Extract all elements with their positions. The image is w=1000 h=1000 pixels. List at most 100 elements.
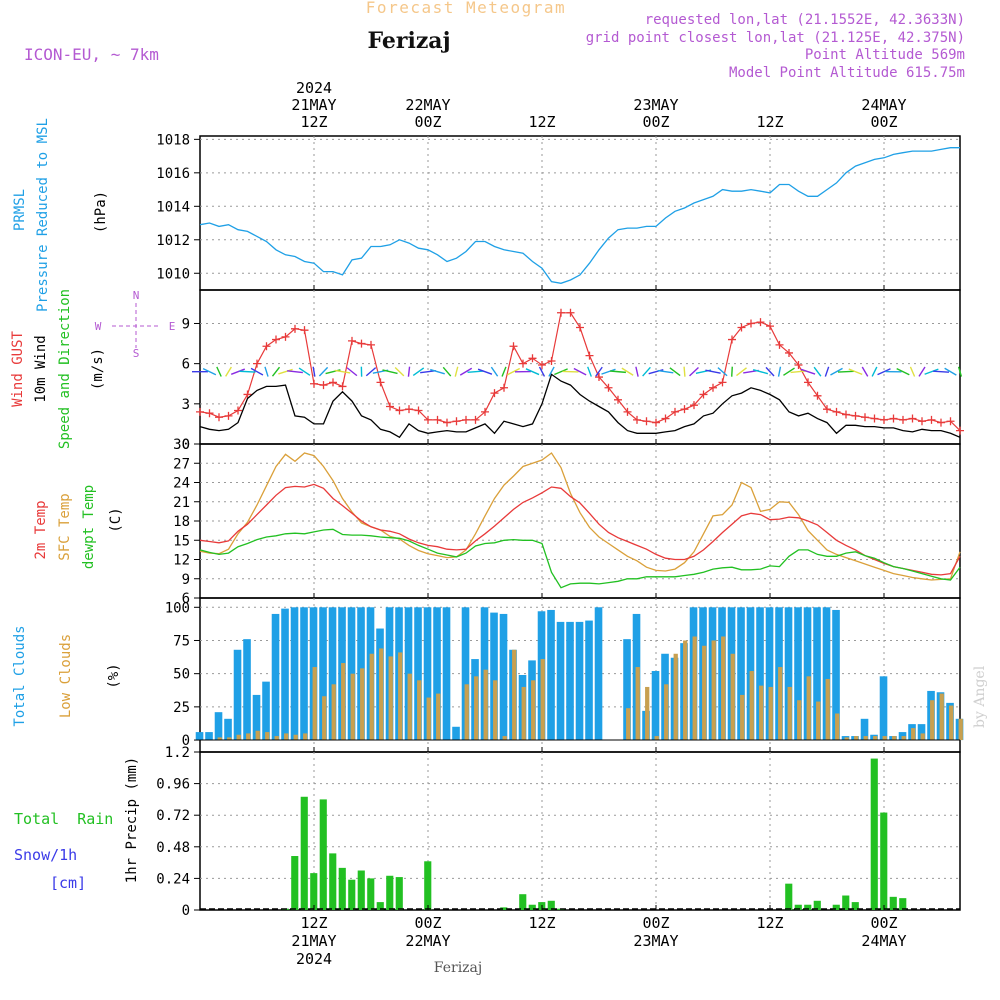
wind-direction-arrow: [717, 367, 728, 377]
wind-direction-arrow: [573, 367, 587, 376]
gust-point: [927, 415, 936, 424]
low-cloud-bar: [265, 732, 270, 741]
wind-unit: (m/s): [90, 348, 106, 390]
low-cloud-bar: [930, 700, 935, 741]
rain-bar: [291, 856, 299, 910]
gust-point: [376, 378, 385, 387]
gust-point: [243, 390, 252, 399]
total-cloud-bar: [423, 607, 432, 741]
wind-direction-arrow: [538, 366, 546, 377]
gust-point: [709, 383, 717, 392]
total-cloud-bar: [794, 607, 802, 741]
y-tick-label-temp: 27: [173, 456, 190, 472]
low-cloud-bar: [806, 676, 811, 741]
total-cloud-bar: [328, 607, 337, 741]
y-tick-label-temp: 15: [173, 533, 190, 549]
gust-point: [348, 336, 356, 345]
gust-point: [937, 418, 945, 427]
low-cloud-bar: [692, 636, 697, 741]
gust-point: [604, 383, 613, 392]
gust-point: [386, 402, 394, 411]
low-cloud-bar: [939, 693, 944, 741]
wind-direction-arrow: [230, 368, 246, 375]
rain-bar: [310, 873, 318, 910]
total-cloud-bar: [575, 621, 584, 741]
low-cloud-bar: [711, 640, 716, 741]
bottom-time-label: 00Z: [870, 914, 897, 932]
gust-point: [785, 348, 793, 357]
footer-location: Ferizaj: [434, 960, 482, 976]
direction-label: Speed and Direction: [57, 289, 73, 449]
gust-point: [956, 426, 964, 435]
gust-point: [547, 356, 556, 365]
wind-direction-arrow: [271, 366, 281, 377]
grid-lines: [200, 136, 960, 910]
wind-direction-arrow: [407, 366, 411, 377]
pressure-label-1: PRMSL: [12, 189, 28, 231]
total-cloud-bar: [566, 621, 574, 741]
low-cloud-bar: [398, 652, 403, 741]
y-tick-label-precip: 0: [182, 903, 190, 919]
low-cloud-bar: [540, 659, 545, 741]
y-tick-label-temp: 30: [173, 437, 190, 453]
total-cloud-bar: [585, 620, 593, 741]
wind-direction-arrow: [824, 366, 830, 377]
wind-direction-arrow: [506, 367, 521, 376]
total-cloud-bar: [490, 612, 498, 741]
gust-point: [595, 373, 603, 382]
total-cloud-bar: [442, 607, 451, 741]
wind-direction-arrow: [287, 370, 303, 374]
bottom-time-label: 12Z: [528, 914, 555, 932]
gust-point: [528, 354, 537, 363]
gust-point: [224, 411, 233, 420]
total-cloud-bar: [433, 607, 441, 741]
gust-point: [253, 359, 261, 368]
rain-bar: [348, 879, 356, 910]
low-cloud-bar: [863, 736, 868, 741]
gust-point: [519, 359, 527, 368]
wind-direction-arrow: [346, 367, 358, 377]
bottom-time-label: 12Z: [300, 914, 327, 932]
wind-direction-arrow: [932, 370, 950, 373]
gust-point: [300, 326, 309, 335]
gust-point: [794, 360, 803, 369]
compass-s: S: [133, 347, 140, 360]
wind-direction-arrow: [318, 366, 329, 377]
total-cloud-bar: [205, 732, 213, 741]
total-cloud-bar: [404, 607, 413, 741]
y-tick-label-pressure: 1014: [156, 199, 190, 215]
wind-direction-arrow: [239, 370, 256, 373]
low-cloud-bar: [787, 686, 792, 741]
low-cloud-bar: [911, 728, 916, 741]
rain-bar: [500, 907, 508, 910]
bottom-time-label: 24MAY: [861, 932, 906, 950]
gust-point: [671, 407, 679, 416]
gust-point: [576, 323, 584, 332]
low-cloud-bar: [407, 673, 412, 741]
low-cloud-bar: [854, 736, 859, 741]
total-cloud-bar: [499, 613, 508, 741]
axis-ticks: 1010 1012 1014 1016 1018 0 3 6 9 6 9 12 15 18 21 24 27 30…: [156, 79, 906, 968]
gust-point: [205, 409, 214, 418]
gust-point: [804, 378, 812, 387]
gust-point: [471, 415, 480, 424]
total-cloud-bar: [262, 681, 270, 741]
total-cloud-bar: [452, 726, 460, 741]
wind-direction-arrow: [731, 366, 733, 377]
low-cloud-bar: [464, 684, 469, 741]
total-cloud-bar: [319, 607, 327, 741]
wind-direction-arrow: [790, 370, 807, 374]
wind-direction-arrow: [250, 367, 264, 376]
wind-direction-arrow: [430, 368, 445, 375]
wind-direction-arrow: [896, 367, 910, 376]
top-time-label: 2024: [296, 79, 332, 97]
top-time-label: 22MAY: [405, 96, 450, 114]
bottom-time-label: 22MAY: [405, 932, 450, 950]
wind-direction-arrow: [264, 366, 269, 377]
rain-bar: [794, 904, 802, 910]
pressure-line: [199, 147, 960, 284]
wind-direction-arrow: [334, 369, 351, 374]
low-clouds-label: Low Clouds: [58, 634, 74, 718]
gust-point: [414, 406, 423, 415]
total-cloud-bar: [832, 609, 840, 741]
